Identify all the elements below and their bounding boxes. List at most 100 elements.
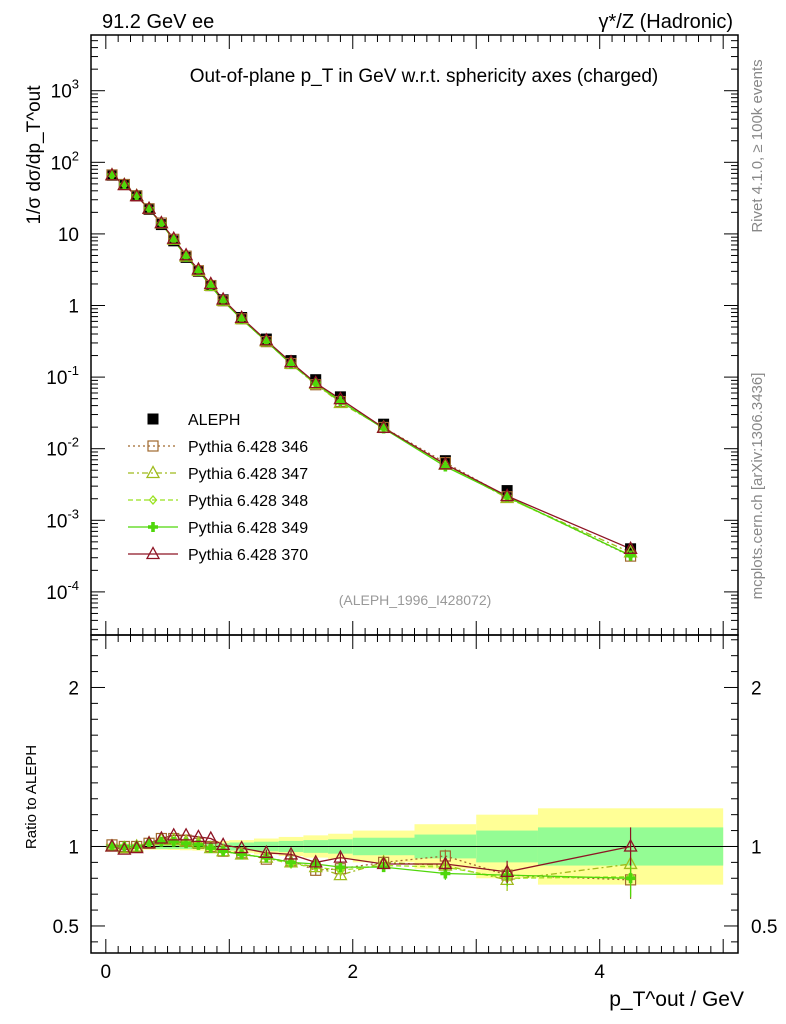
ratio-point [129, 840, 144, 854]
ratio-point [131, 841, 142, 852]
mc-point [191, 261, 206, 275]
y-tick-label-exponent: -1 [67, 363, 79, 378]
mc-point [106, 170, 117, 181]
ratio-point [181, 838, 192, 849]
y-tick-label-exponent: 3 [72, 77, 79, 92]
mc-point [234, 309, 249, 323]
legend-label: ALEPH [188, 412, 240, 429]
mc-point [625, 550, 636, 561]
ratio-point [308, 854, 323, 868]
ratio-point [311, 862, 321, 873]
ratio-frame [90, 634, 739, 954]
mc-point [236, 314, 247, 325]
ratio-y-tick-label: 2 [751, 678, 762, 699]
y-tick-label-exponent: -2 [67, 435, 79, 450]
mc-point [440, 461, 451, 472]
legend-marker [147, 413, 159, 425]
y-tick-label-exponent: -4 [67, 578, 79, 593]
mc-point [156, 218, 167, 229]
ratio-point [193, 839, 204, 850]
ratio-y-tick-label: 0.5 [53, 917, 79, 938]
y-tick-label: 102 [51, 148, 79, 174]
mc-point [502, 491, 513, 502]
y-tick-label: 103 [51, 77, 79, 103]
ratio-point [283, 846, 299, 860]
legend-marker [145, 546, 161, 560]
main-y-axis-label: 1/σ dσ/dp_T^out [24, 85, 45, 225]
ratio-point [205, 843, 216, 854]
ratio-point [333, 867, 348, 881]
rivet-label: Rivet 4.1.0, ≥ 100k events [749, 59, 766, 232]
ratio-point [234, 840, 249, 854]
mc-point [335, 396, 346, 407]
mc-point [154, 215, 169, 229]
y-tick-label: 10-3 [46, 506, 79, 532]
main-frame [90, 34, 739, 636]
ratio-point [438, 856, 453, 870]
ratio-y-tick-label: 1 [751, 837, 762, 858]
ratio-point [178, 827, 194, 841]
mc-point [378, 423, 389, 434]
process-label: γ*/Z (Hadronic) [599, 11, 733, 33]
legend-label: Pythia 6.428 348 [188, 493, 308, 510]
mc-point [129, 188, 144, 202]
ratio-point [166, 827, 181, 841]
energy-label: 91.2 GeV ee [102, 11, 214, 33]
ratio-point [117, 841, 132, 855]
mc-point [181, 251, 192, 262]
y-tick-label-exponent: -3 [67, 506, 79, 521]
analysis-watermark: (ALEPH_1996_I428072) [339, 592, 492, 608]
ratio-point [218, 846, 229, 857]
mc-point [286, 358, 297, 369]
aleph-point [625, 543, 637, 555]
mc-point [500, 488, 515, 502]
legend-marker [147, 440, 159, 452]
x-tick-label: 2 [347, 962, 358, 983]
ratio-plot-panel: 0.5 0.5 1 1 2 2 0 2 4 Ratio to ALEPH p_T^out / G… [23, 634, 777, 1011]
mc-point [104, 167, 120, 181]
ratio-point [286, 857, 297, 868]
mc-point [261, 336, 272, 347]
ratio-point [259, 844, 274, 858]
ratio-point [203, 830, 218, 844]
legend-label: Pythia 6.428 346 [188, 439, 308, 456]
ratio-y-axis-label: Ratio to ALEPH [23, 745, 40, 849]
mc-point [178, 247, 194, 261]
mc-point [117, 177, 132, 191]
ratio-point [154, 830, 169, 844]
ratio-point [625, 873, 636, 884]
ratio-point [216, 837, 231, 851]
ratio-y-tick-label: 2 [68, 678, 79, 699]
mc-point [216, 291, 231, 305]
mc-point [166, 230, 181, 244]
ratio-point [106, 841, 117, 852]
mc-point [376, 419, 391, 433]
mc-point [203, 276, 218, 290]
ratio-point [156, 836, 167, 847]
mc-point [259, 332, 274, 346]
ratio-point [500, 864, 515, 878]
mc-point [438, 456, 453, 470]
mc-point [283, 354, 299, 368]
mc-point [218, 295, 229, 306]
legend-marker [148, 522, 158, 532]
mc-point [144, 203, 155, 214]
mc-point [168, 234, 179, 245]
chart-title: Out-of-plane p_T in GeV w.r.t. sphericit… [190, 66, 659, 87]
y-tick-label: 10 [58, 225, 79, 246]
mc-point [623, 540, 638, 554]
mc-point [193, 266, 204, 277]
ratio-point [236, 849, 247, 860]
ratio-point [333, 849, 348, 863]
mc-point [308, 375, 323, 389]
mc-point [141, 200, 157, 214]
x-tick-label: 0 [101, 962, 112, 983]
legend-label: Pythia 6.428 347 [188, 466, 308, 483]
mc-point [333, 391, 348, 405]
mc-point [119, 179, 130, 190]
legend: ALEPH Pythia 6.428 346 Pythia 6.428 347 Pyt… [128, 412, 308, 564]
ratio-point [376, 856, 391, 870]
x-axis-label: p_T^out / GeV [609, 988, 744, 1011]
